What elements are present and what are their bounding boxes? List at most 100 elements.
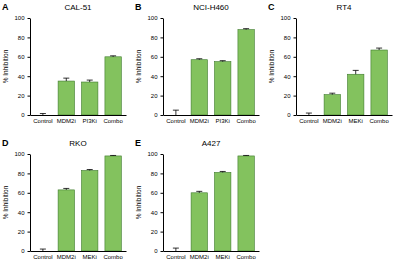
tick-label: 20	[151, 93, 158, 99]
error-bar	[40, 114, 46, 115]
tick-label: MDM2i	[190, 254, 209, 260]
tick: 80	[18, 171, 30, 177]
error-bar-cap	[196, 191, 202, 192]
tick: 100	[147, 15, 163, 21]
error-bar	[173, 248, 179, 251]
error-bar-stem	[66, 78, 67, 81]
error-bar	[306, 113, 312, 115]
tick-label: MDM2i	[57, 254, 76, 260]
error-bar-cap	[40, 113, 46, 114]
tick-label: MDM2i	[323, 118, 342, 124]
tick-label: Combo	[103, 254, 123, 260]
plot: 020406080100ControlMDM2iMEKiCombo	[147, 151, 259, 260]
tick-label: 100	[14, 151, 25, 157]
panel: E020406080100ControlMDM2iMEKiComboA427% …	[135, 138, 260, 260]
panel-letter: B	[135, 2, 142, 12]
error-bar-cap	[173, 248, 179, 249]
error-bar	[63, 78, 69, 81]
tick-label: Control	[33, 254, 52, 260]
tick: PI3Ki	[83, 115, 97, 124]
tick: MDM2i	[57, 251, 76, 260]
panel-letter: D	[2, 138, 9, 148]
tick-label: 60	[18, 190, 25, 196]
chart-title: NCI-H460	[193, 3, 229, 12]
bar	[238, 30, 254, 115]
tick-mark	[28, 173, 31, 174]
axis-line	[163, 155, 164, 252]
y-axis-title: % Inhibition	[2, 49, 9, 83]
tick: Control	[33, 115, 52, 124]
bar	[58, 81, 74, 115]
tick-label: Combo	[236, 118, 256, 124]
y-axis-title: % Inhibition	[135, 185, 142, 219]
axis-line	[296, 19, 297, 116]
tick: 0	[21, 112, 30, 118]
bar	[82, 82, 98, 115]
tick-mark	[294, 96, 297, 97]
tick-label: 60	[284, 54, 291, 60]
marks	[306, 48, 387, 115]
tick-label: 20	[18, 229, 25, 235]
error-bar-cap	[243, 155, 249, 156]
tick-mark	[161, 115, 164, 116]
tick: Combo	[236, 115, 256, 124]
y-axis: 020406080100	[14, 151, 30, 254]
tick: 40	[151, 210, 163, 216]
tick-label: Control	[166, 254, 185, 260]
tick-label: 80	[151, 171, 158, 177]
plot: 020406080100ControlMDM2iPI3KiCombo	[14, 15, 126, 124]
tick-label: 0	[287, 112, 291, 118]
bar	[82, 170, 98, 251]
tick-label: 20	[18, 93, 25, 99]
tick-mark	[161, 212, 164, 213]
error-bar	[220, 60, 226, 62]
axis-line	[31, 251, 127, 252]
x-axis: ControlMDM2iPI3KiCombo	[31, 115, 127, 124]
error-bar-cap	[63, 78, 69, 79]
tick: 0	[287, 112, 296, 118]
tick-label: 40	[151, 74, 158, 80]
tick-label: 0	[21, 248, 25, 254]
tick-mark	[161, 193, 164, 194]
tick: Combo	[103, 251, 123, 260]
error-bar	[220, 171, 226, 173]
y-axis: 020406080100	[14, 15, 30, 118]
tick-label: Control	[166, 118, 185, 124]
error-bar	[63, 188, 69, 189]
tick-mark	[294, 37, 297, 38]
bar	[58, 190, 74, 251]
tick-mark	[28, 96, 31, 97]
tick: Combo	[103, 115, 123, 124]
figure: A020406080100ControlMDM2iPI3KiComboCAL-5…	[0, 0, 400, 271]
tick-mark	[28, 37, 31, 38]
y-axis: 020406080100	[280, 15, 296, 118]
tick-mark	[28, 193, 31, 194]
tick: MDM2i	[190, 251, 209, 260]
tick: 40	[151, 74, 163, 80]
error-bar	[110, 155, 116, 156]
marks	[173, 29, 254, 115]
plot: 020406080100ControlMDM2iMEKiCombo	[14, 151, 126, 260]
error-bar-cap	[173, 110, 179, 111]
tick: 20	[151, 229, 163, 235]
tick-label: 0	[154, 248, 158, 254]
tick-label: 100	[147, 15, 158, 21]
tick: PI3Ki	[216, 115, 230, 124]
error-bar-cap	[243, 28, 249, 29]
tick-label: MDM2i	[190, 118, 209, 124]
panel-letter: E	[135, 138, 141, 148]
error-bar-stem	[175, 248, 176, 251]
chart-title: CAL-51	[64, 3, 92, 12]
tick-label: Combo	[103, 118, 123, 124]
axis-line	[31, 115, 127, 116]
error-bar-cap	[220, 60, 226, 61]
chart-title: RT4	[337, 3, 353, 12]
tick: 20	[18, 93, 30, 99]
tick: 100	[14, 151, 30, 157]
tick: 60	[18, 54, 30, 60]
tick-mark	[28, 232, 31, 233]
axis-line	[30, 19, 31, 116]
tick-label: Control	[299, 118, 318, 124]
tick: MDM2i	[190, 115, 209, 124]
tick: 60	[151, 54, 163, 60]
